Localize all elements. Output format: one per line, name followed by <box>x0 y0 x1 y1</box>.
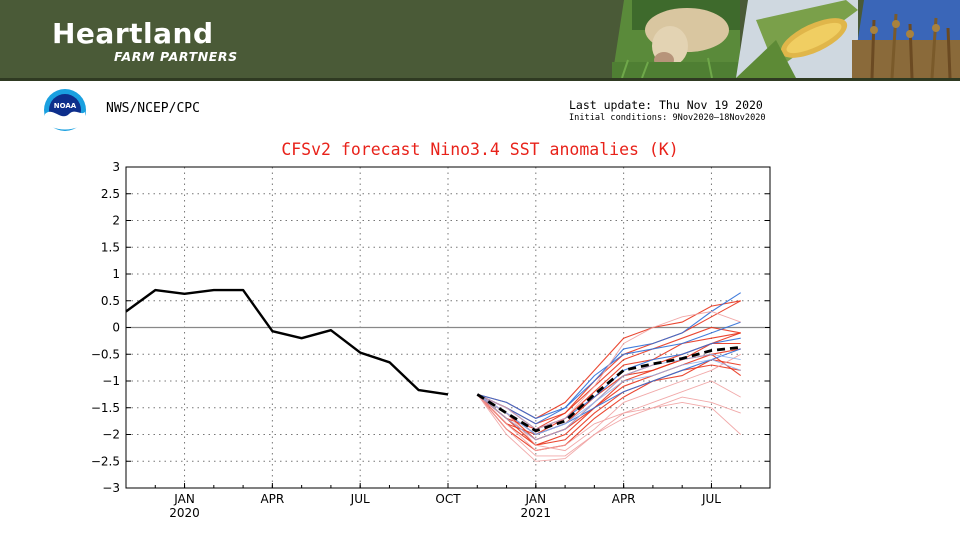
y-tick-label: 2 <box>112 214 120 228</box>
y-tick-label: −0.5 <box>91 347 120 361</box>
x-year-label: 2020 <box>169 506 200 520</box>
y-tick-label: −2.5 <box>91 454 120 468</box>
soybean-field-photo <box>852 0 960 78</box>
y-tick-label: 0 <box>112 321 120 335</box>
ensemble-member-line <box>477 353 741 441</box>
x-tick-label: JAN <box>525 492 547 506</box>
logo-brand-sub: FARM PARTNERS <box>114 49 238 64</box>
chart-title: CFSv2 forecast Nino3.4 SST anomalies (K) <box>281 140 679 159</box>
y-tick-label: −1.5 <box>91 401 120 415</box>
corn-photo <box>736 0 858 78</box>
x-tick-label: APR <box>612 492 636 506</box>
noaa-logo: NOAA <box>43 88 87 132</box>
ensemble-member-line <box>476 394 741 462</box>
y-tick-label: −3 <box>102 481 120 495</box>
banner-divider <box>0 78 960 81</box>
ensemble-member-line <box>477 359 741 436</box>
logo-brand-name: Heartland <box>52 17 214 50</box>
agency-label: NWS/NCEP/CPC <box>106 101 200 116</box>
ensemble-member-line <box>476 348 741 446</box>
x-tick-label: APR <box>260 492 284 506</box>
x-tick-label: JUL <box>350 492 370 506</box>
cow-photo <box>612 0 740 78</box>
initial-conditions: Initial conditions: 9Nov2020–18Nov2020 <box>569 113 766 123</box>
y-tick-label: 1.5 <box>101 240 120 254</box>
ensemble-member-line <box>476 380 741 452</box>
y-tick-label: −2 <box>102 428 120 442</box>
ensemble-member-line <box>476 394 742 457</box>
ensemble-members-layer <box>476 292 742 462</box>
noaa-logo-text: NOAA <box>54 102 77 110</box>
y-tick-label: 0.5 <box>101 294 120 308</box>
heartland-logo[interactable]: Heartland FARM PARTNERS <box>52 17 238 65</box>
y-tick-label: 1 <box>112 267 120 281</box>
y-tick-label: 2.5 <box>101 187 120 201</box>
x-tick-label: JAN <box>173 492 195 506</box>
x-tick-label: OCT <box>435 492 461 506</box>
ensemble-mean-layer <box>476 345 741 433</box>
y-tick-label: 3 <box>112 160 120 174</box>
x-year-label: 2021 <box>521 506 552 520</box>
observed-layer <box>125 288 449 396</box>
y-axis: 3 2.5 2 1.5 1 0.5 0 −0.5 −1 −1.5 −2 −2.5 −3 <box>91 160 770 495</box>
ensemble-mean-line <box>476 345 741 433</box>
banner: Heartland FARM PARTNERS <box>0 0 960 78</box>
y-tick-label: −1 <box>102 374 120 388</box>
observed-line <box>125 288 449 396</box>
x-tick-label: JUL <box>701 492 721 506</box>
ensemble-member-line <box>477 311 741 430</box>
ensemble-member-line <box>476 359 741 446</box>
last-update: Last update: Thu Nov 19 2020 <box>569 98 763 112</box>
